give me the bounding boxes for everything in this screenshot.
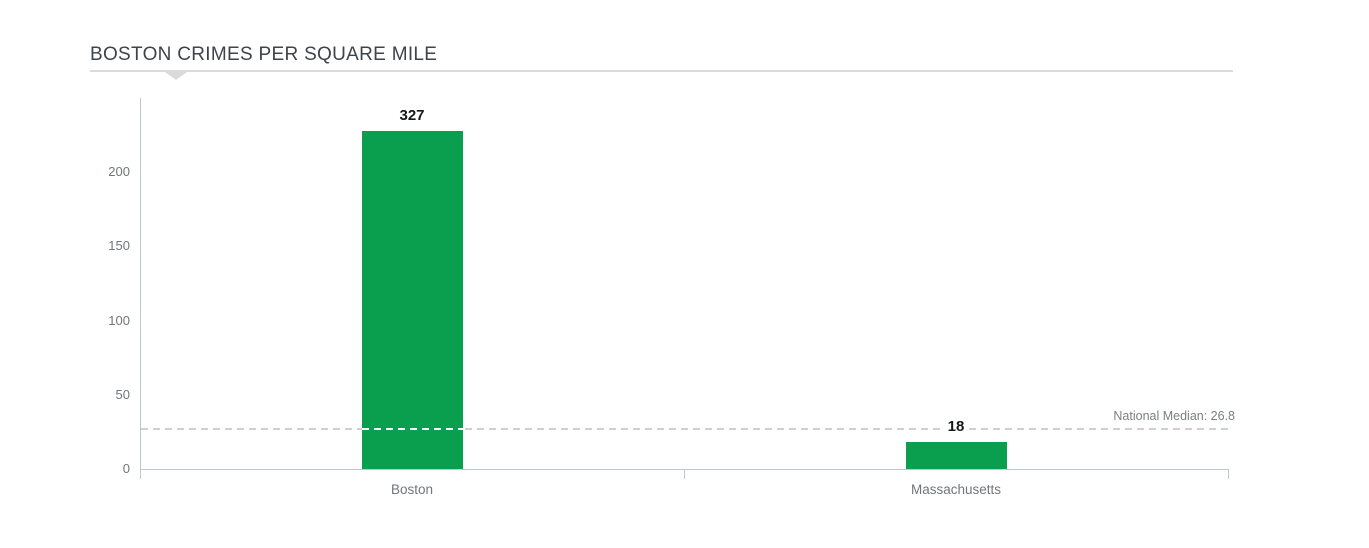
bar-value-label: 18 [886, 418, 1026, 436]
chart-title: BOSTON CRIMES PER SQUARE MILE [90, 44, 438, 65]
y-axis-tick-label: 200 [108, 164, 130, 180]
x-axis-boundary-tick [684, 469, 685, 479]
bar-value-label: 327 [342, 106, 482, 124]
median-line [141, 428, 1228, 431]
bar-value-text: 327 [396, 106, 428, 124]
x-axis-category-label: Massachusetts [910, 482, 1002, 497]
bar-value-text: 18 [944, 418, 968, 436]
y-axis-tick-label: 0 [122, 461, 130, 476]
title-divider [90, 70, 1233, 72]
bar-boston [361, 130, 463, 469]
x-axis-category-label: Boston [390, 482, 434, 497]
bar-massachusetts [905, 442, 1007, 469]
median-label: National Median: 26.8 [1113, 409, 1235, 423]
x-axis-boundary-tick [1228, 469, 1229, 479]
y-axis-line [140, 98, 141, 479]
y-axis-tick-label: 100 [108, 312, 130, 328]
y-axis-tick-label: 50 [115, 386, 130, 402]
y-axis-tick-label: 150 [108, 238, 130, 254]
divider-notch-icon [165, 72, 187, 80]
median-line-bar-overlay [361, 428, 463, 431]
